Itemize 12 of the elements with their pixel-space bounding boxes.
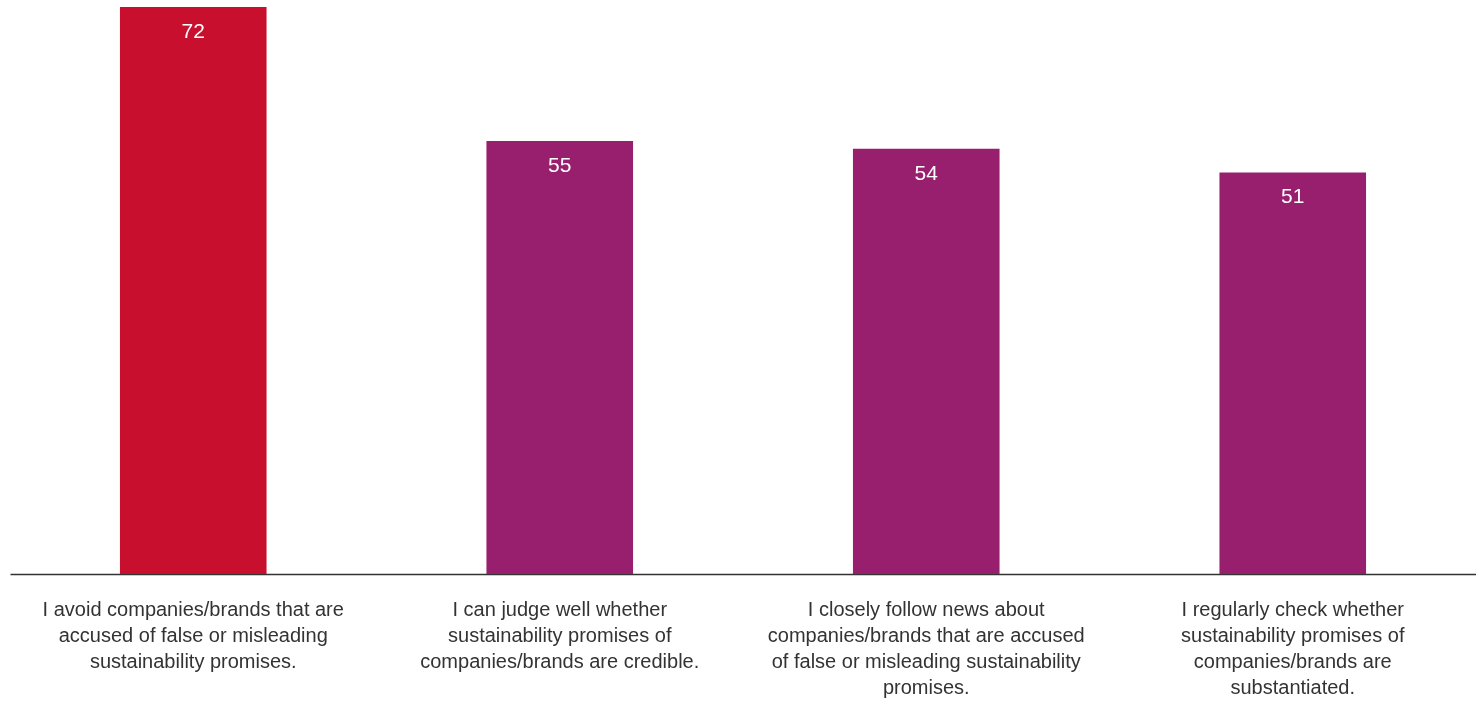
data-label: 72 <box>181 19 205 42</box>
x-tick-label: I can judge well whether sustainability promises of companies/brands are credible. <box>420 597 700 672</box>
data-label: 55 <box>548 152 572 176</box>
bar <box>119 7 267 574</box>
data-label: 51 <box>1281 184 1305 208</box>
x-tick-label: I closely follow news about companies/brands that are accused of false or misleading sustainability promises. <box>767 597 1085 698</box>
bar <box>486 140 634 574</box>
x-tick-label: I regularly check whether sustainability promises of companies/brands are substantiated. <box>1181 597 1405 698</box>
bar <box>852 148 1000 574</box>
bar <box>1219 172 1367 574</box>
x-tick-label: I avoid companies/brands that are accused of false or misleading sustainability promises. <box>42 597 344 672</box>
data-label: 54 <box>914 160 939 184</box>
